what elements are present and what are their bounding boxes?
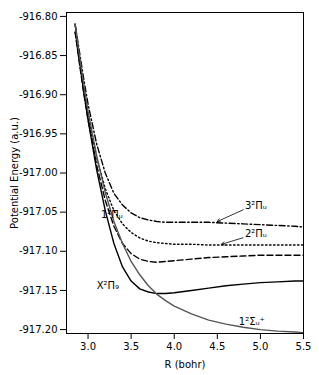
- svg-text:3.5: 3.5: [123, 341, 139, 352]
- svg-text:2²Πᵤ: 2²Πᵤ: [245, 228, 267, 239]
- svg-text:-917.20: -917.20: [19, 324, 58, 335]
- svg-text:-916.90: -916.90: [19, 89, 58, 100]
- svg-text:3²Πᵤ: 3²Πᵤ: [245, 200, 267, 211]
- svg-text:4.0: 4.0: [166, 341, 182, 352]
- svg-text:4.5: 4.5: [209, 341, 225, 352]
- svg-text:-916.80: -916.80: [19, 11, 58, 22]
- svg-text:3.0: 3.0: [80, 341, 96, 352]
- svg-text:1²Πᵤ: 1²Πᵤ: [101, 209, 123, 220]
- svg-text:-917.10: -917.10: [19, 245, 58, 256]
- svg-text:-916.85: -916.85: [19, 50, 58, 61]
- svg-text:-917.00: -917.00: [19, 167, 58, 178]
- svg-text:1²Σᵤ⁺: 1²Σᵤ⁺: [239, 316, 265, 327]
- svg-text:X²Π₉: X²Π₉: [97, 280, 119, 291]
- svg-text:-916.95: -916.95: [19, 128, 58, 139]
- svg-text:5.5: 5.5: [296, 341, 312, 352]
- svg-text:-917.15: -917.15: [19, 285, 58, 296]
- svg-text:Potential Energy (a.u.): Potential Energy (a.u.): [9, 117, 20, 229]
- svg-text:R (bohr): R (bohr): [165, 359, 206, 370]
- svg-text:5.0: 5.0: [252, 341, 268, 352]
- svg-text:-917.05: -917.05: [19, 206, 58, 217]
